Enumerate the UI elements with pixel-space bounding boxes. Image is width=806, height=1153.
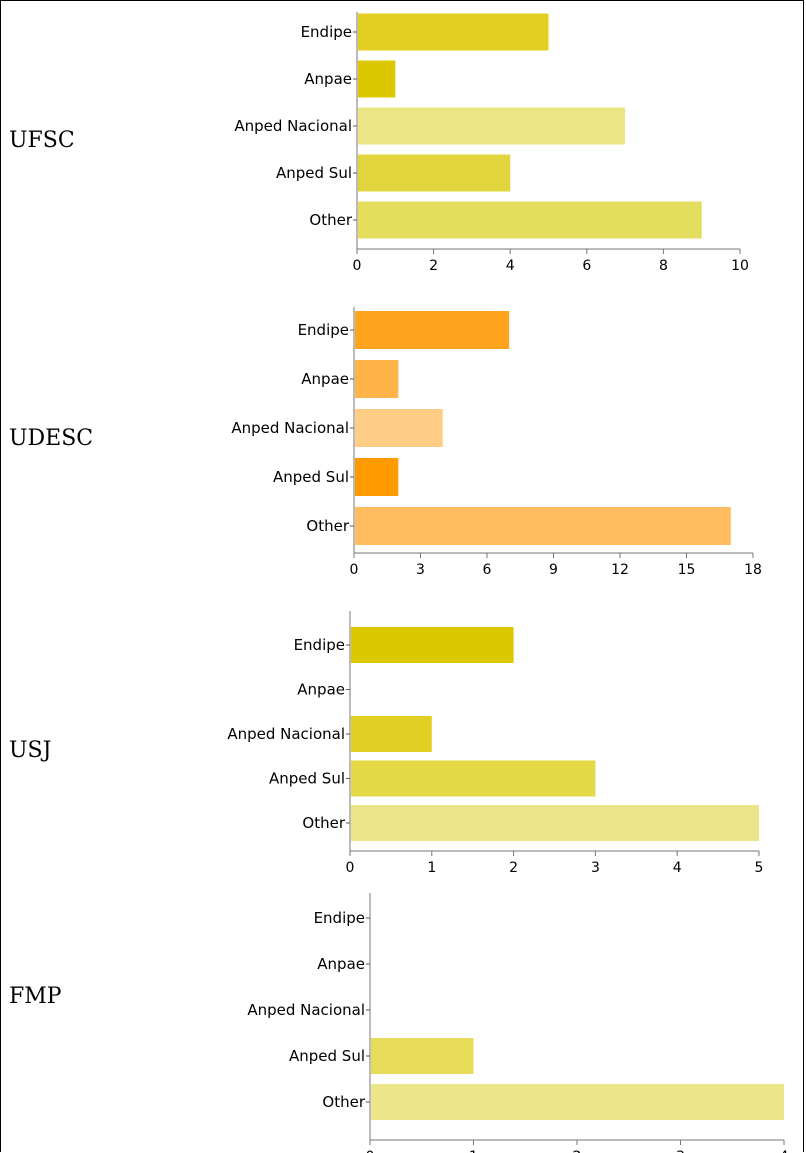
bar [355, 360, 399, 398]
category-label: Anped Sul [289, 1047, 365, 1065]
tick-label: 3 [416, 562, 425, 578]
bar [355, 507, 731, 545]
category-label: Endipe [294, 636, 345, 654]
tick-label: 15 [678, 562, 696, 578]
category-label: Other [306, 517, 349, 535]
tick-label: 5 [755, 860, 764, 876]
category-label: Anpae [317, 955, 365, 973]
group-label: FMP [9, 984, 62, 1009]
category-label: Anpae [297, 681, 345, 699]
tick-label: 3 [676, 1149, 685, 1153]
chart-panel-ufsc: UFSC Endipe Anpae Anped Nacional Anped Sul Ot… [9, 12, 749, 274]
category-label: Endipe [301, 23, 352, 41]
tick-label: 6 [582, 258, 591, 274]
tick-label: 2 [429, 258, 438, 274]
category-label: Anped Sul [276, 164, 352, 182]
tick-label: 10 [731, 258, 749, 274]
group-label: UDESC [9, 426, 93, 451]
bar [371, 1084, 784, 1120]
category-label: Anped Nacional [227, 725, 345, 743]
bar [355, 409, 443, 447]
chart-panel-usj: USJ Endipe Anpae Anped Nacional Anped Sul Oth… [9, 611, 763, 876]
tick-label: 4 [506, 258, 515, 274]
category-label: Anped Nacional [231, 419, 349, 437]
bar [351, 627, 514, 663]
category-label: Endipe [314, 909, 365, 927]
category-label: Anpae [304, 70, 352, 88]
category-label: Endipe [298, 321, 349, 339]
bar [351, 760, 596, 797]
tick-label: 1 [469, 1149, 478, 1153]
tick-label: 0 [366, 1149, 375, 1153]
tick-label: 18 [744, 562, 762, 578]
bar [351, 716, 432, 752]
category-label: Anped Sul [269, 770, 345, 788]
tick-label: 1 [427, 860, 436, 876]
category-label: Anpae [301, 370, 349, 388]
tick-label: 0 [353, 258, 362, 274]
category-label: Anped Nacional [234, 117, 352, 135]
tick-label: 2 [573, 1149, 582, 1153]
tick-label: 12 [611, 562, 629, 578]
bar [358, 60, 396, 98]
tick-label: 3 [591, 860, 600, 876]
chart-panel-fmp: FMP Endipe Anpae Anped Nacional Anped Sul Oth… [9, 893, 789, 1153]
group-label: USJ [9, 738, 51, 763]
bar [355, 311, 510, 349]
tick-label: 0 [350, 562, 359, 578]
group-label: UFSC [9, 128, 75, 153]
bar [358, 13, 549, 51]
tick-label: 2 [509, 860, 518, 876]
tick-label: 9 [549, 562, 558, 578]
bar [358, 201, 702, 239]
tick-label: 4 [673, 860, 682, 876]
bar [355, 458, 399, 496]
bar [351, 805, 759, 841]
category-label: Anped Nacional [247, 1001, 365, 1019]
chart-panel-udesc: UDESC Endipe Anpae Anped Nacional Anped Sul O… [9, 307, 762, 578]
category-label: Other [322, 1093, 365, 1111]
category-label: Anped Sul [273, 468, 349, 486]
tick-label: 8 [659, 258, 668, 274]
category-label: Other [309, 211, 352, 229]
tick-label: 6 [483, 562, 492, 578]
category-label: Other [302, 814, 345, 832]
tick-label: 0 [346, 860, 355, 876]
bar [371, 1038, 474, 1074]
tick-label: 4 [780, 1149, 789, 1153]
bar [358, 154, 511, 192]
bar [358, 107, 626, 145]
